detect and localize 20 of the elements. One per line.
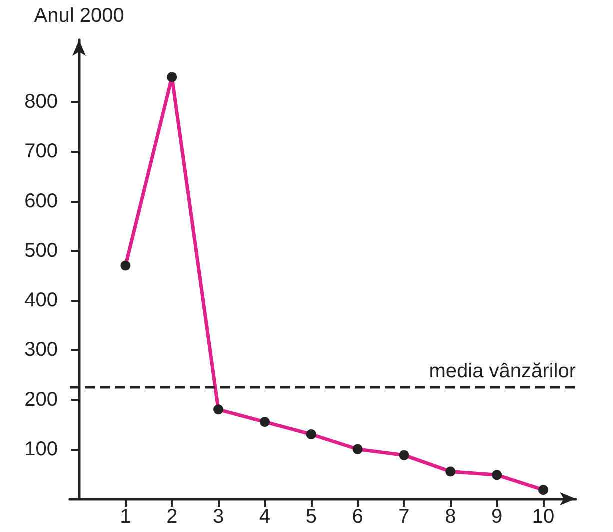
x-tick-label: 6: [352, 506, 364, 528]
y-tick-label: 100: [24, 438, 58, 460]
x-tick-label: 4: [259, 506, 271, 528]
y-tick-label: 700: [24, 140, 58, 163]
y-tick-label: 300: [24, 339, 58, 362]
x-tick-label: 10: [532, 506, 555, 528]
x-tick-label: 1: [120, 506, 132, 528]
y-tick-label: 400: [24, 290, 58, 312]
x-tick-label: 3: [212, 506, 224, 528]
x-tick-label: 8: [445, 506, 456, 528]
y-tick-label: 600: [24, 190, 58, 212]
x-tick-label: 9: [492, 506, 503, 528]
y-axis-title: Anul 2000: [34, 5, 124, 27]
x-tick-label: 5: [306, 506, 317, 528]
y-tick-label: 200: [24, 388, 58, 411]
ref-line-label: media vânzărilor: [429, 360, 576, 382]
x-tick-label: 2: [166, 506, 178, 528]
y-tick-label: 800: [24, 91, 58, 114]
x-tick-label: 7: [398, 506, 410, 528]
y-tick-label: 500: [24, 240, 58, 262]
